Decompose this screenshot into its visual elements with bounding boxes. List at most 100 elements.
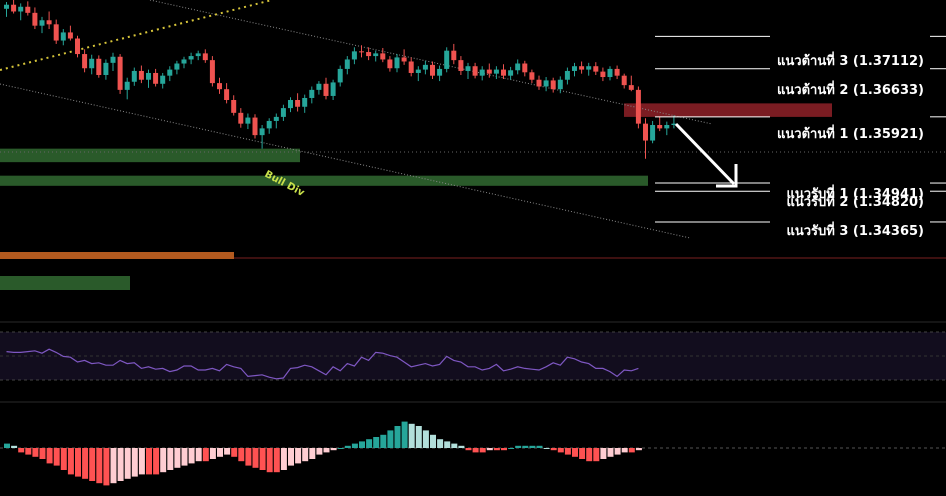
candle-body	[564, 70, 570, 80]
candle-body	[217, 83, 222, 90]
macd-bar	[202, 448, 209, 462]
level-label: แนวต้านที่ 2 (1.36633)	[777, 80, 924, 98]
candle-body	[67, 32, 73, 39]
macd-bar	[302, 448, 309, 462]
macd-bar	[181, 448, 188, 466]
candle-body	[579, 66, 585, 70]
macd-bar	[89, 448, 96, 481]
macd-bar	[131, 448, 138, 477]
macd-bar	[422, 430, 429, 448]
candle-body	[174, 63, 180, 70]
candle-body	[96, 58, 102, 75]
candle-body	[167, 69, 173, 76]
macd-bar	[593, 448, 600, 462]
macd-bar	[96, 448, 103, 484]
candle-body	[117, 56, 123, 90]
macd-bar	[586, 448, 593, 462]
macd-bar	[415, 426, 422, 448]
candle-body	[11, 4, 17, 12]
candle-body	[607, 68, 613, 78]
level-label: แนวรับที่ 1 (1.34941)	[786, 184, 924, 202]
candle-body	[302, 97, 308, 107]
macd-bar	[46, 448, 53, 464]
candle-body	[138, 70, 144, 80]
candle-body	[586, 66, 592, 70]
candle-body	[508, 70, 514, 76]
candle-body	[153, 72, 159, 84]
macd-bar	[32, 448, 39, 457]
candle-body	[110, 56, 116, 63]
candle-body	[621, 75, 627, 86]
candle-body	[146, 72, 151, 80]
macd-bar	[124, 448, 131, 479]
macd-bar	[486, 448, 493, 451]
macd-bar	[387, 430, 394, 448]
candle-body	[181, 59, 187, 64]
candle-body	[309, 89, 315, 98]
macd-bar	[188, 448, 195, 464]
candle-body	[195, 53, 201, 57]
candle-body	[202, 53, 208, 61]
candle-body	[288, 100, 293, 109]
macd-bar	[110, 448, 117, 484]
macd-bar	[508, 448, 515, 449]
macd-bar	[444, 441, 451, 448]
rsi-line	[6, 348, 639, 380]
candle-body	[486, 69, 492, 74]
candle-body	[316, 83, 322, 90]
candle-body	[273, 116, 279, 121]
candle-body	[444, 50, 450, 69]
candle-body	[124, 81, 130, 90]
candle-body	[373, 53, 379, 57]
macd-bar	[316, 448, 323, 455]
candle-body	[188, 56, 194, 60]
macd-bar	[380, 434, 387, 448]
indicator-bar-orange	[0, 252, 234, 259]
macd-bar	[330, 448, 337, 451]
candle-body	[557, 79, 563, 90]
macd-bar	[146, 448, 152, 475]
candle-body	[4, 4, 9, 9]
candle-body	[252, 117, 258, 136]
candle-body	[451, 50, 457, 61]
candle-body	[522, 63, 528, 73]
candle-body	[344, 59, 350, 69]
candle-body	[600, 71, 606, 78]
macd-bar	[501, 448, 507, 451]
macd-bar	[493, 448, 500, 451]
macd-bar	[472, 448, 479, 453]
macd-bar	[60, 448, 67, 470]
macd-bar	[359, 441, 365, 448]
candle-body	[224, 89, 230, 100]
candle-body	[366, 52, 372, 57]
macd-bar	[4, 443, 10, 448]
macd-bar	[337, 448, 344, 449]
macd-bar	[238, 448, 245, 462]
macd-bar	[103, 448, 110, 486]
macd-bar	[309, 448, 316, 459]
candle-body	[422, 64, 428, 70]
candle-body	[323, 83, 329, 96]
support-resistance-levels: แนวต้านที่ 3 (1.37112) แนวต้านที่ 2 (1.36…	[655, 35, 946, 239]
macd-bar	[600, 448, 607, 459]
macd-bar	[138, 448, 145, 475]
level-label: แนวรับที่ 3 (1.34365)	[786, 221, 924, 239]
macd-bar	[82, 448, 89, 479]
macd-bar	[195, 448, 202, 462]
candle-body	[550, 80, 556, 90]
candle-body	[18, 6, 24, 12]
demand-zone	[0, 148, 300, 163]
macd-bar	[458, 445, 465, 448]
macd-bar	[635, 448, 642, 451]
demand-zone	[0, 175, 648, 186]
candle-body	[32, 12, 38, 26]
candle-body	[394, 57, 400, 69]
macd-bar	[529, 445, 536, 448]
candle-body	[657, 125, 663, 129]
macd-bar	[18, 448, 25, 453]
candle-body	[46, 20, 52, 25]
candle-body	[380, 53, 386, 60]
macd-bar	[217, 448, 223, 457]
macd-bar	[366, 439, 373, 448]
candle-body	[295, 100, 301, 107]
